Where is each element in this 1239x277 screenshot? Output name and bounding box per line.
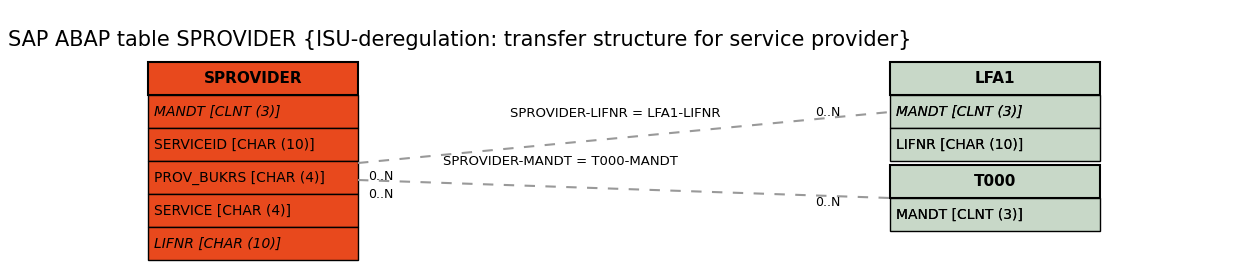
Text: SPROVIDER-MANDT = T000-MANDT: SPROVIDER-MANDT = T000-MANDT xyxy=(442,155,678,168)
Text: SERVICE [CHAR (4)]: SERVICE [CHAR (4)] xyxy=(154,204,291,217)
Bar xyxy=(890,62,1100,95)
Text: LIFNR [CHAR (10)]: LIFNR [CHAR (10)] xyxy=(154,237,281,250)
Text: 0..N: 0..N xyxy=(814,106,840,119)
Text: SPROVIDER: SPROVIDER xyxy=(203,71,302,86)
Text: SPROVIDER-LIFNR = LFA1-LIFNR: SPROVIDER-LIFNR = LFA1-LIFNR xyxy=(509,107,720,120)
Bar xyxy=(147,194,358,227)
Text: SERVICEID [CHAR (10)]: SERVICEID [CHAR (10)] xyxy=(154,137,315,152)
Text: 0..N: 0..N xyxy=(368,170,393,183)
Text: PROV_BUKRS [CHAR (4)]: PROV_BUKRS [CHAR (4)] xyxy=(154,170,325,184)
Bar xyxy=(147,128,358,161)
Text: MANDT [CLNT (3)]: MANDT [CLNT (3)] xyxy=(896,207,1023,222)
Bar xyxy=(890,165,1100,198)
Text: MANDT [CLNT (3)]: MANDT [CLNT (3)] xyxy=(896,104,1022,119)
Text: LIFNR [CHAR (10)]: LIFNR [CHAR (10)] xyxy=(896,137,1023,152)
Text: T000: T000 xyxy=(974,174,1016,189)
Text: 0..N: 0..N xyxy=(368,188,393,201)
Bar xyxy=(147,95,358,128)
Text: MANDT [CLNT (3)]: MANDT [CLNT (3)] xyxy=(896,207,1023,222)
Text: 0..N: 0..N xyxy=(814,196,840,209)
Bar xyxy=(147,227,358,260)
Bar xyxy=(890,198,1100,231)
Text: MANDT [CLNT (3)]: MANDT [CLNT (3)] xyxy=(896,104,1022,119)
Bar xyxy=(147,62,358,95)
Text: LFA1: LFA1 xyxy=(975,71,1015,86)
Text: MANDT [CLNT (3)]: MANDT [CLNT (3)] xyxy=(154,104,280,119)
Text: SAP ABAP table SPROVIDER {ISU-deregulation: transfer structure for service provi: SAP ABAP table SPROVIDER {ISU-deregulati… xyxy=(7,30,912,50)
Bar xyxy=(890,128,1100,161)
Text: LIFNR [CHAR (10)]: LIFNR [CHAR (10)] xyxy=(896,137,1023,152)
Bar xyxy=(890,95,1100,128)
Bar xyxy=(147,161,358,194)
